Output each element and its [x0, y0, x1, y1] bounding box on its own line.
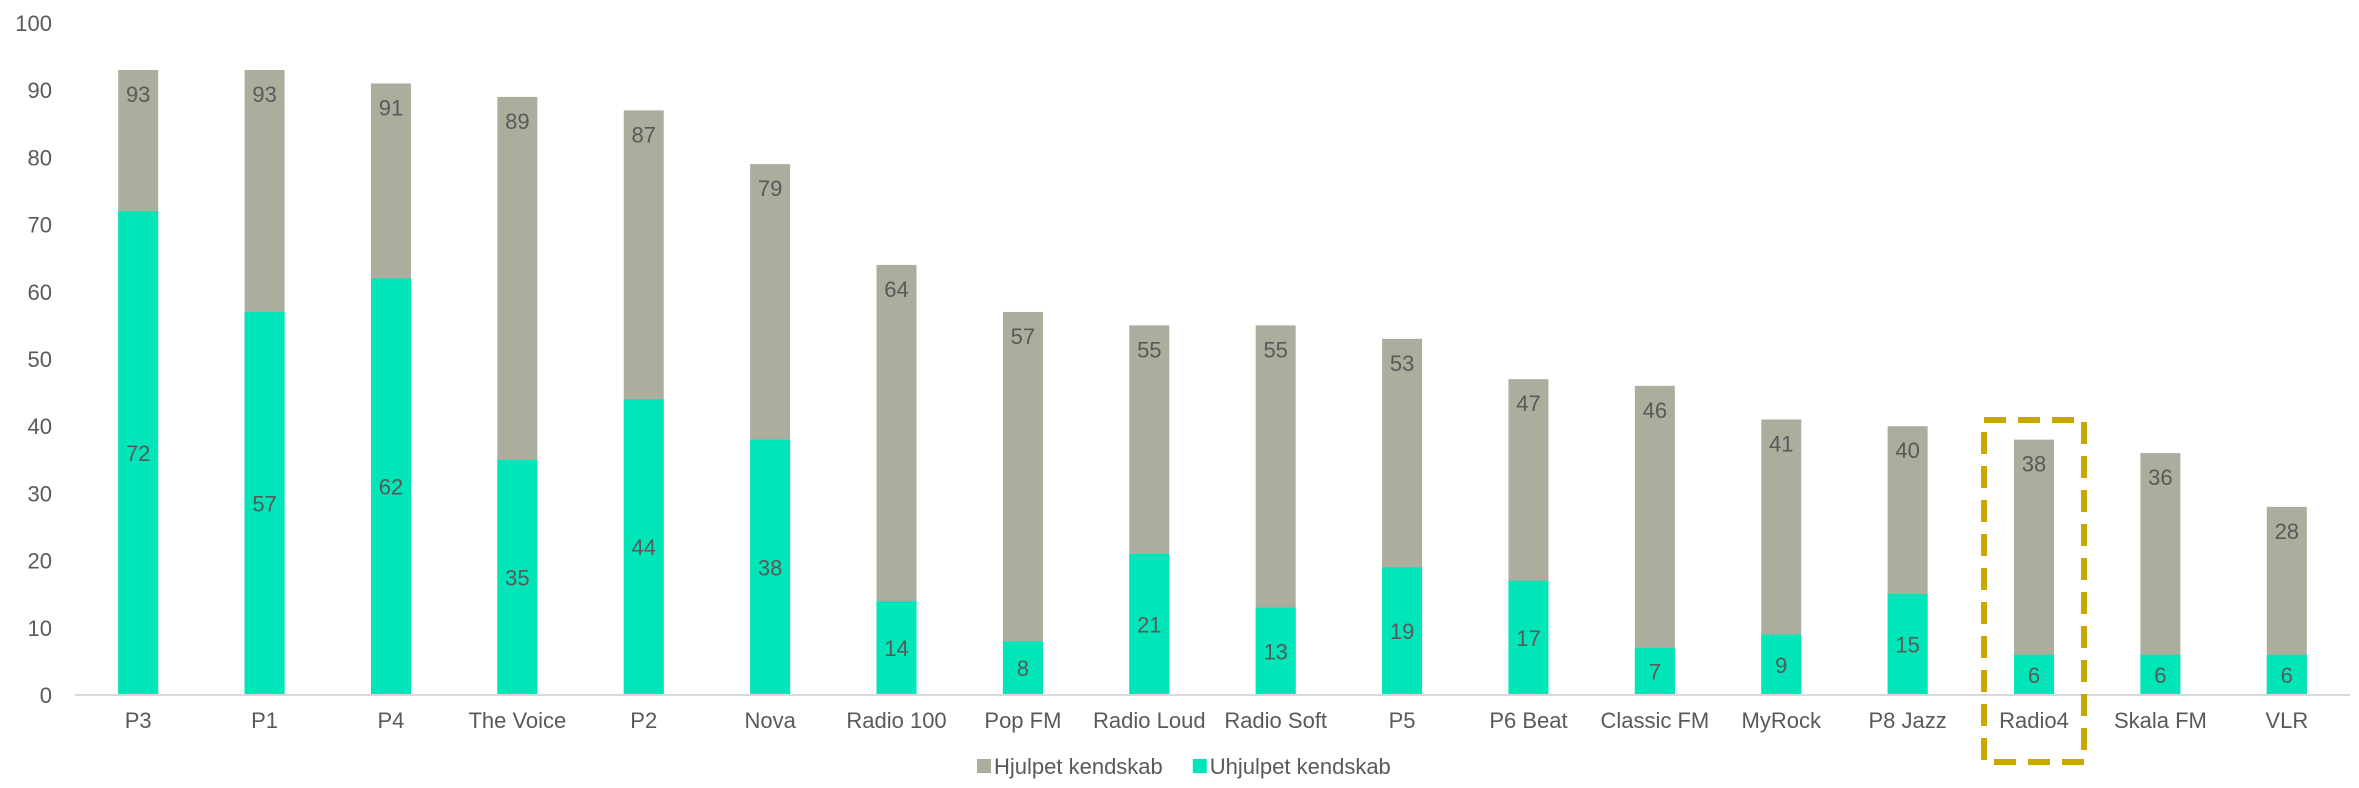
y-tick-label: 30 [28, 481, 52, 506]
bar-uhjulpet [2014, 654, 2055, 695]
bar-uhjulpet [1382, 567, 1423, 695]
bar-uhjulpet [1634, 647, 1675, 695]
data-label-hjulpet: 41 [1769, 431, 1793, 456]
x-category-label: MyRock [1742, 708, 1822, 733]
y-tick-label: 80 [28, 145, 52, 170]
data-label-hjulpet: 36 [2148, 465, 2172, 490]
data-label-hjulpet: 87 [632, 122, 656, 147]
x-category-label: Pop FM [984, 708, 1061, 733]
data-label-uhjulpet: 8 [1017, 656, 1029, 681]
data-label-uhjulpet: 9 [1775, 653, 1787, 678]
x-category-label: P1 [251, 708, 278, 733]
legend-swatch [977, 759, 991, 773]
bar-uhjulpet [497, 459, 538, 695]
y-axis: 0 10 20 30 40 50 60 70 80 90 100 [15, 11, 52, 708]
bar-uhjulpet [623, 399, 664, 695]
y-tick-label: 60 [28, 280, 52, 305]
x-category-label: P5 [1389, 708, 1416, 733]
data-label-uhjulpet: 38 [758, 555, 782, 580]
x-category-label: Skala FM [2114, 708, 2207, 733]
legend: Hjulpet kendskab Uhjulpet kendskab [977, 754, 1391, 779]
bar-uhjulpet [1255, 607, 1296, 695]
data-label-hjulpet: 79 [758, 176, 782, 201]
x-category-label: Radio Loud [1093, 708, 1206, 733]
radio4-highlight-box [1981, 417, 2088, 765]
y-tick-label: 70 [28, 213, 52, 238]
bar-uhjulpet [1002, 641, 1043, 695]
bar-uhjulpet [118, 211, 159, 695]
data-label-uhjulpet: 6 [2028, 663, 2040, 688]
bar-uhjulpet [1761, 634, 1802, 695]
x-category-label: The Voice [468, 708, 566, 733]
data-label-uhjulpet: 21 [1137, 612, 1161, 637]
highlight-dashed-rect [1981, 417, 2088, 765]
x-axis: P3 P1 P4 The Voice P2 Nova Radio 100 Pop FM Radi… [125, 708, 2308, 733]
y-tick-label: 50 [28, 347, 52, 372]
data-label-uhjulpet: 35 [505, 565, 529, 590]
legend-label: Uhjulpet kendskab [1210, 754, 1391, 779]
data-label-hjulpet: 64 [884, 277, 908, 302]
data-label-uhjulpet: 6 [2281, 663, 2293, 688]
bar-hjulpet [1002, 311, 1043, 695]
bar-uhjulpet [1508, 580, 1549, 695]
y-tick-label: 100 [15, 11, 52, 36]
bar-uhjulpet [370, 278, 411, 695]
data-label-hjulpet: 57 [1011, 324, 1035, 349]
data-label-hjulpet: 40 [1895, 438, 1919, 463]
y-tick-label: 0 [40, 683, 52, 708]
x-category-label: Radio Soft [1224, 708, 1327, 733]
x-category-label: Radio 100 [846, 708, 946, 733]
legend-swatch [1192, 759, 1207, 773]
x-category-label: P4 [378, 708, 405, 733]
bar-uhjulpet [1887, 594, 1928, 695]
x-category-label: P3 [125, 708, 152, 733]
data-label-hjulpet: 91 [379, 95, 403, 120]
data-label-hjulpet: 55 [1137, 337, 1161, 362]
data-label-hjulpet: 93 [126, 82, 150, 107]
x-category-label: Nova [744, 708, 796, 733]
data-label-hjulpet: 46 [1643, 398, 1667, 423]
y-tick-label: 20 [28, 549, 52, 574]
data-label-hjulpet: 93 [252, 82, 276, 107]
data-label-uhjulpet: 15 [1895, 633, 1919, 658]
data-label-hjulpet: 28 [2275, 519, 2299, 544]
x-category-label: VLR [2265, 708, 2308, 733]
bar-uhjulpet [876, 600, 917, 695]
x-category-label: Classic FM [1600, 708, 1709, 733]
x-category-label: Radio4 [1999, 708, 2069, 733]
data-label-uhjulpet: 14 [884, 636, 908, 661]
y-tick-label: 40 [28, 414, 52, 439]
data-label-uhjulpet: 13 [1263, 639, 1287, 664]
x-category-label: P8 Jazz [1869, 708, 1947, 733]
data-label-uhjulpet: 19 [1390, 619, 1414, 644]
data-label-uhjulpet: 17 [1516, 626, 1540, 651]
data-label-uhjulpet: 62 [379, 475, 403, 500]
data-label-hjulpet: 38 [2022, 452, 2046, 477]
bar-uhjulpet [2266, 654, 2307, 695]
data-label-uhjulpet: 44 [632, 535, 656, 560]
bar-uhjulpet [2140, 654, 2181, 695]
data-label-hjulpet: 53 [1390, 351, 1414, 376]
bar-uhjulpet [1129, 553, 1170, 695]
data-label-uhjulpet: 72 [126, 441, 150, 466]
y-tick-label: 10 [28, 616, 52, 641]
bar-hjulpet [2014, 439, 2055, 695]
bar-uhjulpet [244, 311, 285, 695]
bar-uhjulpet [750, 439, 791, 695]
legend-label: Hjulpet kendskab [994, 754, 1163, 779]
data-label-uhjulpet: 6 [2154, 663, 2166, 688]
bar-hjulpet [1634, 385, 1675, 695]
x-category-label: P6 Beat [1489, 708, 1567, 733]
data-label-hjulpet: 89 [505, 109, 529, 134]
y-tick-label: 90 [28, 78, 52, 103]
data-label-hjulpet: 47 [1516, 391, 1540, 416]
data-label-hjulpet: 55 [1263, 337, 1287, 362]
data-label-uhjulpet: 57 [252, 491, 276, 516]
data-label-uhjulpet: 7 [1649, 659, 1661, 684]
x-category-label: P2 [630, 708, 657, 733]
